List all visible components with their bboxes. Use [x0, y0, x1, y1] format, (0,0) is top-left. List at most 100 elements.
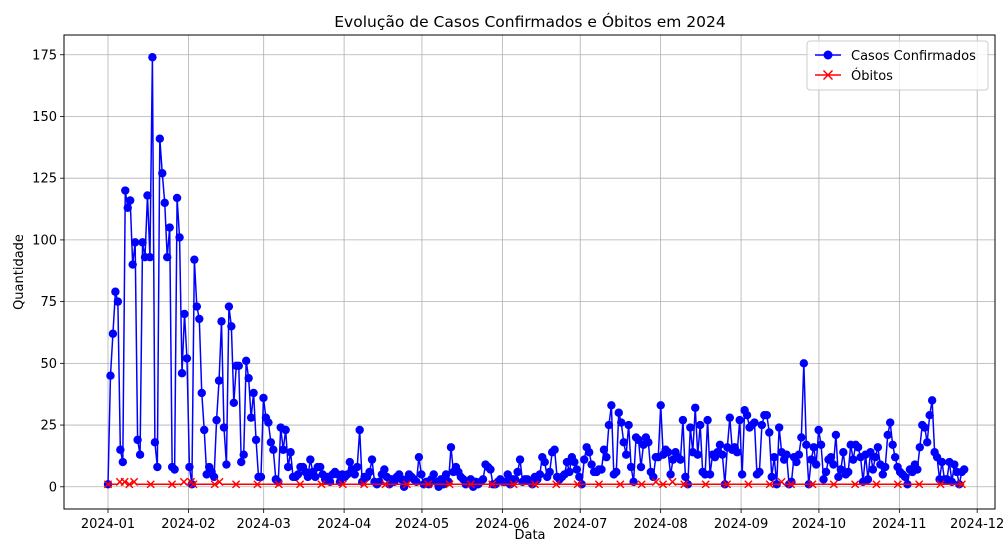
data-point [651, 477, 660, 486]
data-point [808, 480, 817, 489]
data-point [755, 467, 764, 477]
data-point [656, 401, 665, 410]
data-point [535, 470, 545, 479]
data-point [241, 356, 251, 366]
data-point [814, 425, 823, 435]
data-point [913, 465, 922, 474]
data-point [839, 448, 848, 457]
data-point [306, 455, 315, 464]
series-line [108, 481, 965, 486]
data-point [466, 480, 475, 489]
data-point [513, 467, 522, 477]
data-point [604, 420, 614, 430]
data-point [816, 440, 826, 450]
data-point [106, 371, 115, 380]
data-point [770, 452, 779, 462]
data-point [666, 470, 675, 479]
data-point [278, 445, 288, 454]
data-point [126, 196, 135, 205]
data-point [617, 418, 626, 427]
data-point [177, 369, 187, 378]
data-point [256, 472, 266, 482]
series-obitos [103, 477, 966, 489]
data-point [244, 373, 253, 383]
data-point [799, 359, 809, 368]
data-point [767, 472, 776, 482]
data-point [146, 480, 155, 489]
data-point [103, 480, 113, 489]
data-point [883, 430, 892, 440]
data-point [619, 438, 628, 447]
data-point [182, 354, 192, 363]
data-point [834, 472, 843, 482]
data-point [868, 465, 878, 474]
data-point [488, 480, 497, 489]
data-point [703, 415, 712, 425]
data-point [873, 443, 883, 452]
x-tick-label: 2024-03 [237, 517, 291, 532]
x-axis: 2024-01 2024-02 2024-03 2024-04 2024-05 2024-… [81, 509, 1004, 532]
data-point [786, 480, 796, 489]
data-point [920, 423, 929, 432]
data-point [414, 452, 424, 462]
data-point [381, 480, 390, 489]
series-layer [103, 53, 969, 491]
data-point [573, 480, 582, 489]
data-point [350, 470, 359, 479]
x-tick-label: 2024-05 [395, 517, 449, 532]
data-point [530, 480, 540, 489]
data-point [167, 480, 177, 489]
legend-marker-deaths [822, 69, 834, 81]
data-point [742, 410, 752, 420]
data-point [214, 376, 224, 385]
data-point [264, 418, 273, 427]
data-point [130, 238, 140, 247]
data-point [259, 393, 268, 403]
data-point [950, 460, 959, 469]
data-point [158, 169, 167, 178]
y-axis-label: Quantidade [12, 234, 27, 310]
data-point [293, 470, 303, 479]
data-point [509, 480, 518, 489]
y-tick-label: 0 [49, 480, 57, 495]
data-point [881, 462, 890, 472]
y-tick-label: 175 [32, 48, 57, 63]
data-point [417, 470, 426, 479]
data-point [612, 467, 621, 477]
legend-box [806, 40, 989, 91]
data-point [597, 465, 606, 474]
data-point [733, 448, 742, 457]
data-point [572, 465, 582, 474]
data-point [851, 480, 860, 489]
y-axis: 0 25 50 75 100 125 150 175 [32, 48, 64, 495]
data-point [108, 329, 118, 338]
data-point [135, 450, 145, 459]
data-point [802, 440, 811, 450]
data-point [365, 467, 374, 477]
data-point [424, 480, 433, 489]
data-point [863, 475, 873, 484]
chart-title: Evolução de Casos Confirmados e Óbitos e… [334, 12, 726, 31]
data-point [844, 467, 853, 477]
data-point [111, 287, 120, 296]
data-point [545, 467, 554, 477]
data-point [696, 420, 705, 430]
data-point [229, 398, 239, 408]
data-point [345, 457, 355, 467]
data-point [138, 238, 147, 247]
data-point [797, 433, 806, 442]
y-tick-label: 125 [32, 172, 57, 187]
data-point [237, 457, 246, 467]
x-axis-label: Data [514, 528, 545, 543]
data-point [701, 480, 710, 489]
data-point [668, 477, 677, 486]
x-tick-label: 2024-06 [475, 517, 529, 532]
data-point [253, 480, 262, 489]
data-point [429, 470, 438, 479]
data-point [128, 260, 137, 269]
data-point [602, 452, 611, 462]
data-point [123, 203, 132, 213]
data-point [831, 430, 841, 440]
data-point [133, 435, 142, 445]
